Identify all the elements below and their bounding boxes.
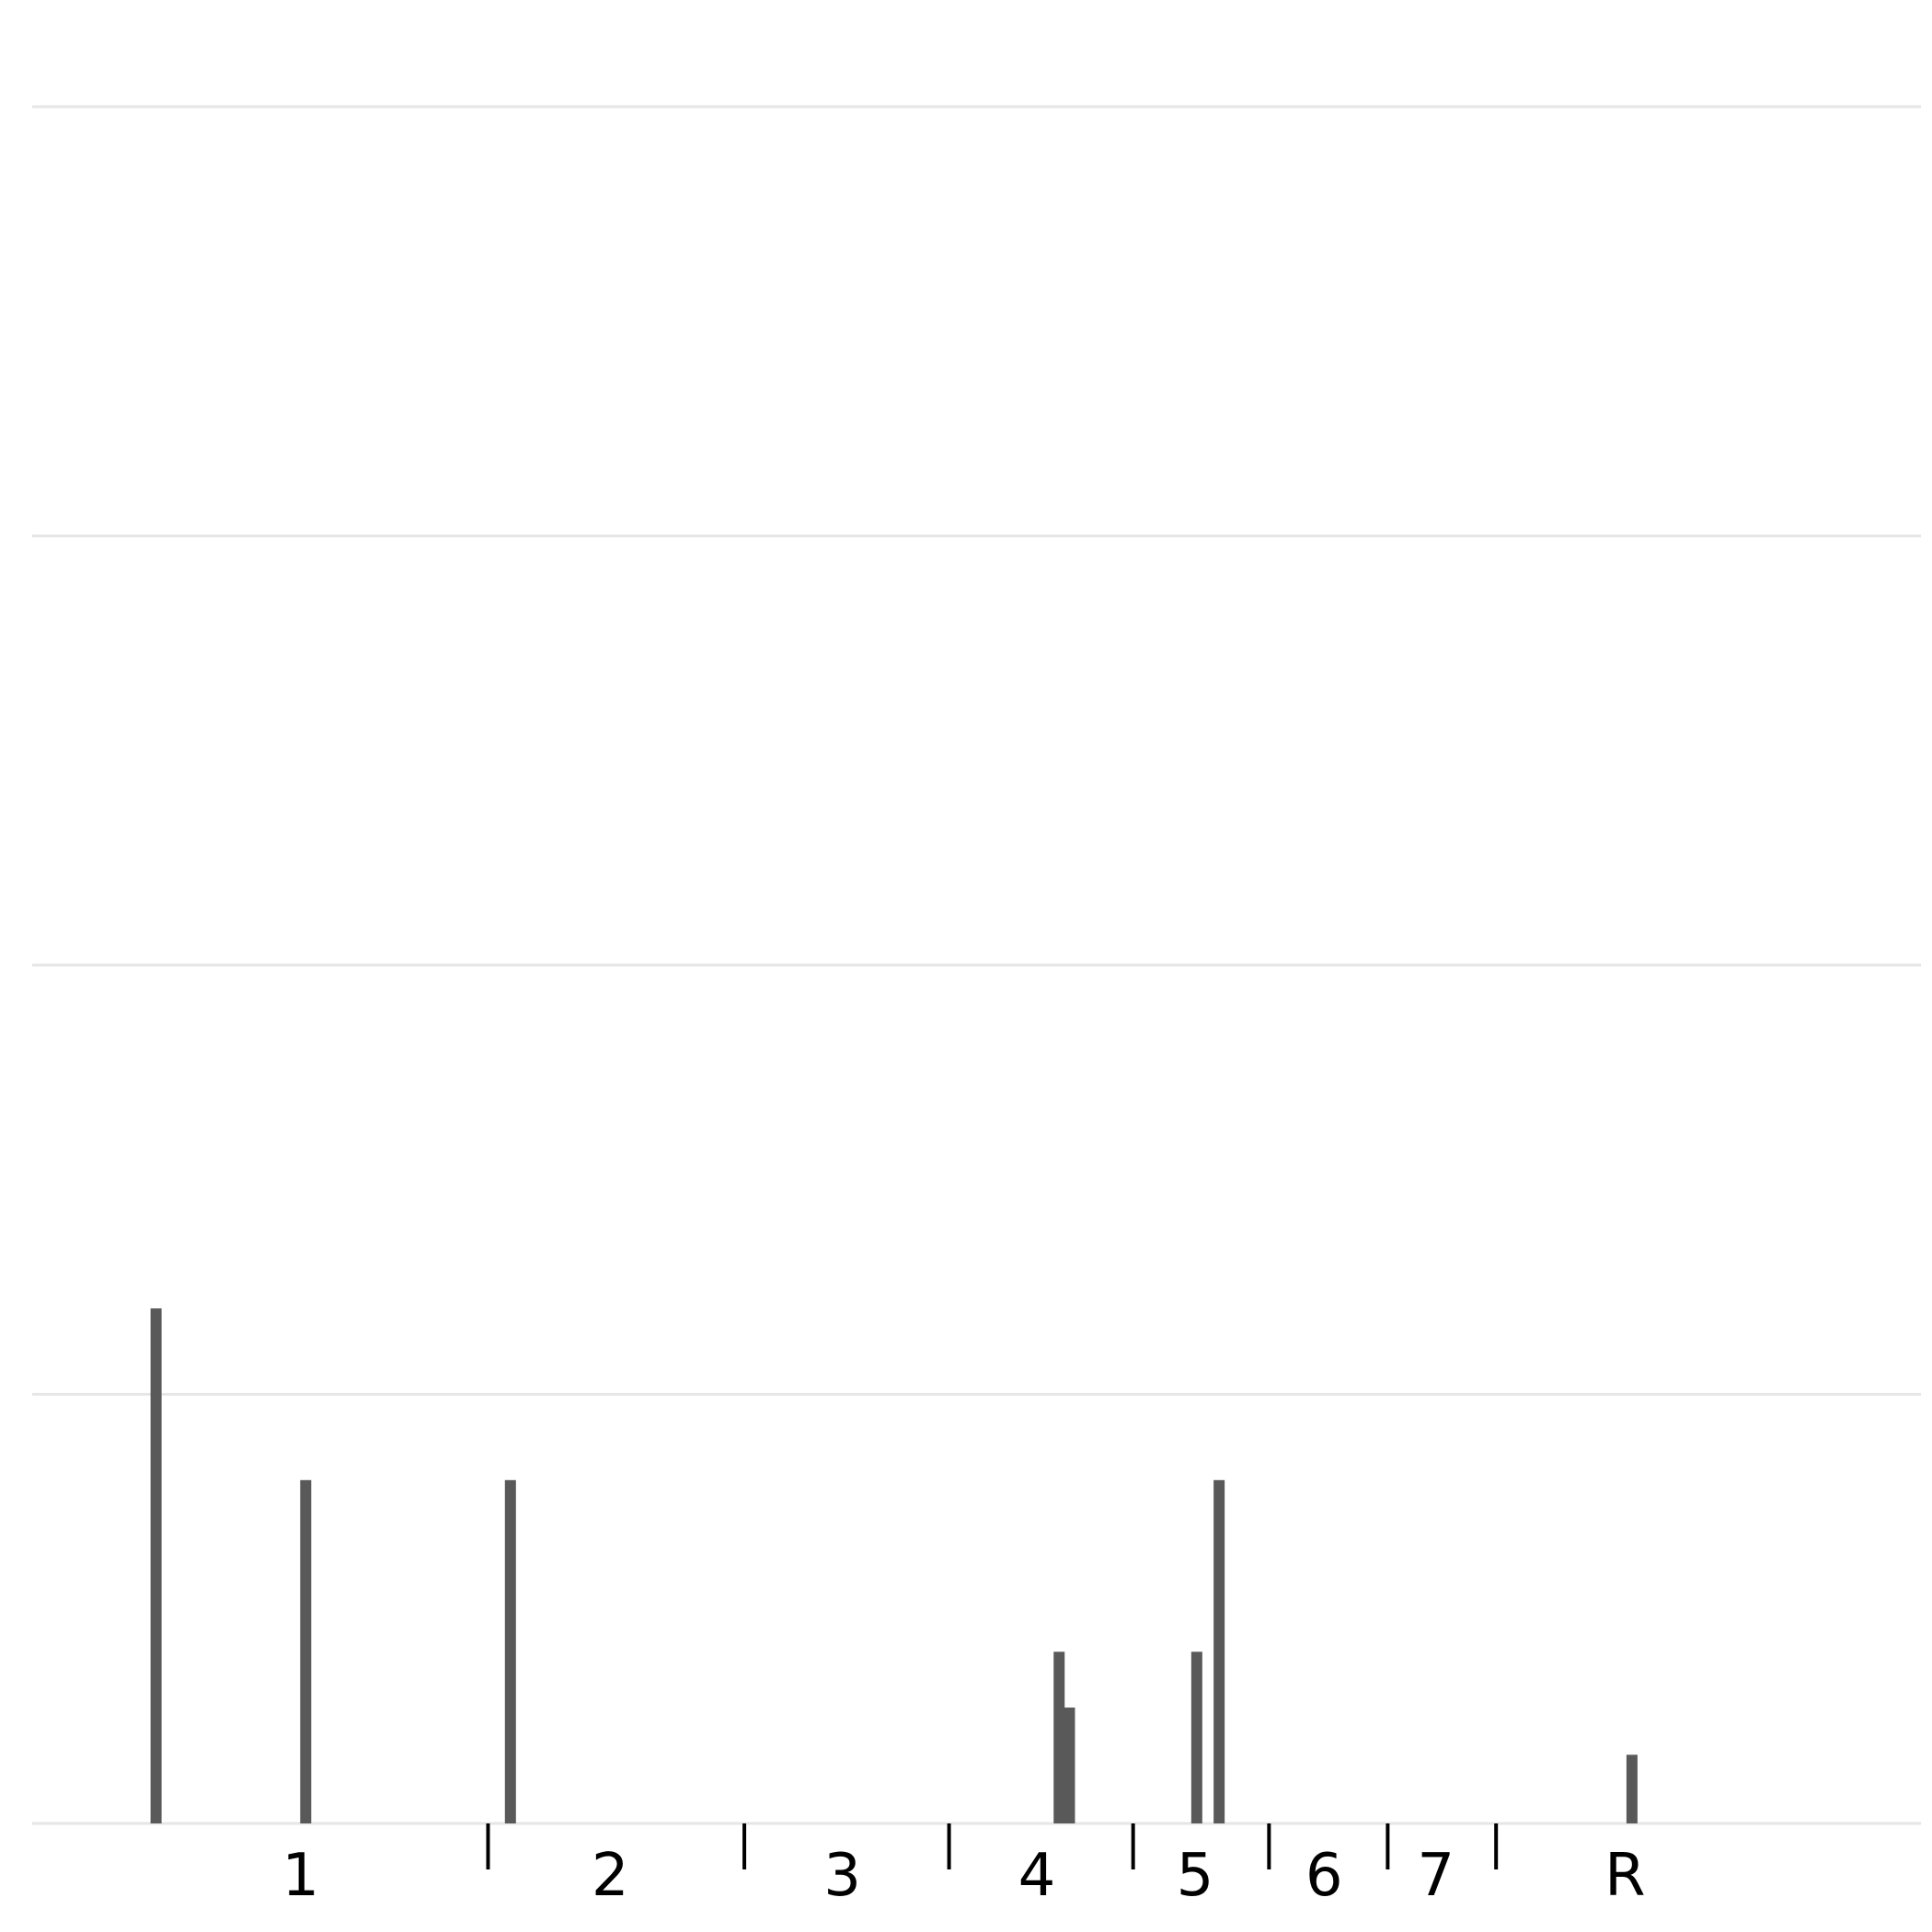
x-tick-labels: 1 2 3 4 5 6 7 R xyxy=(282,1842,1645,1910)
x-tick-label-3: 3 xyxy=(823,1842,861,1910)
bar-4 xyxy=(1064,1708,1075,1823)
bar-3 xyxy=(1053,1651,1065,1823)
bar-5 xyxy=(1190,1651,1202,1823)
bar-0 xyxy=(150,1308,162,1823)
bar-1 xyxy=(300,1479,312,1823)
bars xyxy=(150,1308,1638,1823)
bar-6 xyxy=(1213,1479,1225,1823)
x-tick-label-2: 2 xyxy=(592,1842,629,1910)
x-tick-label-6: 6 xyxy=(1305,1842,1343,1910)
x-tick-label-7: 7 xyxy=(1417,1842,1455,1910)
bar-7 xyxy=(1626,1754,1638,1823)
x-tick-label-4: 4 xyxy=(1018,1842,1056,1910)
bar-2 xyxy=(504,1479,516,1823)
gridlines xyxy=(32,105,1921,1825)
x-separators xyxy=(486,1823,1499,1869)
x-tick-label-R: R xyxy=(1604,1842,1645,1910)
x-tick-label-1: 1 xyxy=(282,1842,319,1910)
x-tick-label-5: 5 xyxy=(1177,1842,1214,1910)
